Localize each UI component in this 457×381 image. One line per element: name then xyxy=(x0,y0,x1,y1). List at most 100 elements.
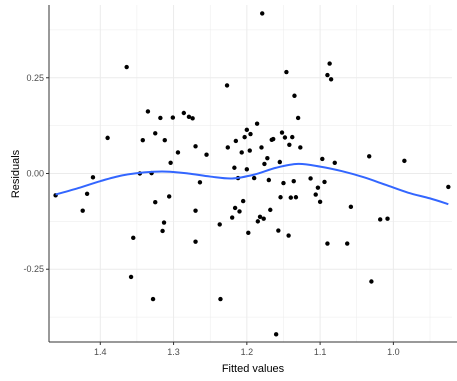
data-point xyxy=(229,215,235,220)
data-point xyxy=(193,208,198,213)
data-point xyxy=(150,296,156,302)
y-ticks: 0.25 0.00 -0.25 xyxy=(23,73,49,274)
data-point xyxy=(322,179,327,185)
y-tick-label: -0.25 xyxy=(23,264,44,274)
data-point xyxy=(345,241,350,246)
data-point xyxy=(254,121,260,126)
data-point xyxy=(290,134,295,140)
data-point xyxy=(244,167,250,172)
x-axis-label: Fitted values xyxy=(222,363,285,375)
smooth-line xyxy=(55,162,449,206)
data-point xyxy=(80,208,85,213)
data-point xyxy=(287,142,292,147)
data-point xyxy=(186,114,192,120)
data-point xyxy=(257,214,263,219)
data-point xyxy=(295,115,301,121)
data-point xyxy=(317,199,323,205)
y-tick-label: 0.00 xyxy=(26,169,44,179)
data-point xyxy=(260,11,265,16)
data-point xyxy=(175,150,181,155)
data-point xyxy=(288,195,293,200)
data-point xyxy=(313,192,318,197)
x-tick-label: 1.4 xyxy=(94,347,107,357)
data-point xyxy=(255,219,261,224)
data-point xyxy=(239,150,244,155)
data-point xyxy=(286,233,291,238)
data-point xyxy=(259,145,264,150)
data-point xyxy=(153,200,158,205)
data-point xyxy=(128,274,134,280)
data-point xyxy=(446,184,451,190)
data-point xyxy=(271,136,276,142)
x-tick-label: 1.3 xyxy=(167,347,180,357)
data-point xyxy=(158,115,163,121)
data-point xyxy=(348,204,354,210)
data-point xyxy=(161,220,167,225)
data-point xyxy=(197,180,203,185)
data-point xyxy=(369,279,374,284)
data-point xyxy=(377,217,383,222)
data-point xyxy=(262,161,267,167)
data-point xyxy=(251,175,257,181)
data-point xyxy=(279,130,285,135)
data-point xyxy=(320,156,325,162)
data-point xyxy=(278,195,283,200)
data-point xyxy=(282,135,288,140)
y-tick-label: 0.25 xyxy=(26,73,44,83)
data-point xyxy=(105,135,110,141)
data-point xyxy=(170,115,176,120)
data-point xyxy=(131,235,136,241)
data-point xyxy=(225,145,230,150)
data-point xyxy=(327,61,332,66)
data-point xyxy=(224,83,230,88)
data-point xyxy=(248,131,253,137)
data-point xyxy=(193,239,198,244)
data-point xyxy=(298,145,303,150)
data-point xyxy=(315,185,321,190)
data-point xyxy=(193,144,198,149)
data-point xyxy=(247,148,252,153)
data-point xyxy=(168,160,173,165)
data-point xyxy=(160,228,165,234)
data-point xyxy=(242,134,247,140)
data-point xyxy=(268,207,273,213)
data-point xyxy=(281,180,286,186)
data-point xyxy=(284,69,289,75)
data-point xyxy=(217,222,222,227)
y-axis-label: Residuals xyxy=(10,149,22,198)
grid-major xyxy=(49,5,452,342)
data-point xyxy=(265,155,270,161)
data-point xyxy=(293,195,299,200)
x-tick-label: 1.2 xyxy=(241,347,254,357)
data-point xyxy=(402,158,407,164)
data-point xyxy=(277,159,283,165)
data-point xyxy=(266,177,272,183)
data-point xyxy=(246,230,251,236)
data-point xyxy=(367,154,372,159)
data-point xyxy=(181,110,187,116)
data-point xyxy=(328,77,334,82)
data-point xyxy=(218,296,223,302)
data-point xyxy=(153,131,158,136)
data-point xyxy=(276,228,281,233)
data-point xyxy=(291,178,296,184)
data-point xyxy=(233,138,239,144)
data-point xyxy=(273,332,279,337)
data-points xyxy=(53,11,451,337)
data-point xyxy=(84,191,90,196)
x-tick-label: 1.1 xyxy=(314,347,327,357)
data-point xyxy=(261,216,266,221)
data-point xyxy=(325,72,330,78)
data-point xyxy=(204,152,209,157)
data-point xyxy=(292,93,297,98)
data-point xyxy=(232,165,237,170)
data-point xyxy=(325,241,330,246)
data-point xyxy=(240,198,246,204)
x-tick-label: 1.0 xyxy=(387,347,400,357)
data-point xyxy=(162,137,167,143)
data-point xyxy=(190,116,195,121)
data-point xyxy=(140,137,145,143)
data-point xyxy=(385,216,390,221)
